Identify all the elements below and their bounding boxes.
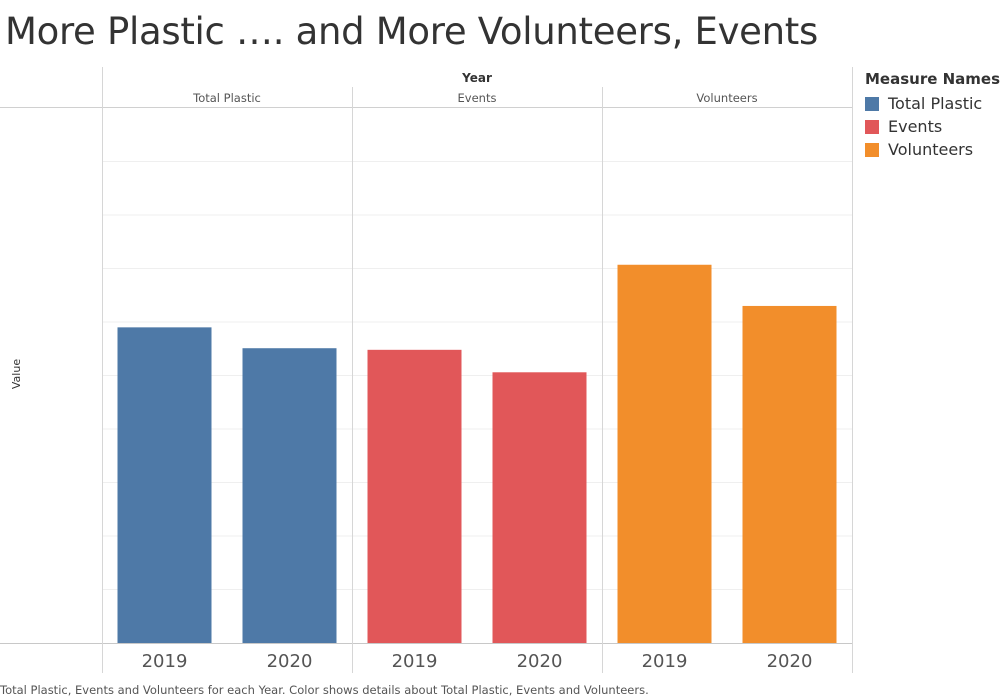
- column-header: Year: [461, 71, 492, 85]
- x-tick-label: 2020: [767, 651, 813, 672]
- chart-caption: Total Plastic, Events and Volunteers for…: [0, 683, 649, 697]
- panel-header: Volunteers: [696, 91, 757, 105]
- legend-swatch: [865, 119, 879, 134]
- bars: [117, 264, 837, 643]
- x-tick-label: 2019: [142, 651, 188, 672]
- bar: [367, 349, 462, 643]
- bar: [117, 327, 212, 643]
- bar: [742, 305, 837, 643]
- legend-item-label: Volunteers: [888, 140, 974, 159]
- legend-swatch: [865, 96, 879, 111]
- legend-swatch: [865, 142, 879, 157]
- panel-frame: [0, 67, 853, 673]
- gridlines: [102, 161, 852, 590]
- legend-title: Measure Names: [865, 70, 1001, 88]
- legend: Measure Names Total Plastic Events Volun…: [865, 70, 1000, 161]
- x-tick-label: 2019: [642, 651, 688, 672]
- legend-item-volunteers[interactable]: Volunteers: [865, 138, 1000, 161]
- panel-header: Events: [458, 91, 497, 105]
- legend-item-label: Events: [888, 117, 943, 136]
- x-tick-label: 2019: [392, 651, 438, 672]
- legend-item-label: Total Plastic: [888, 94, 983, 113]
- panel-header: Total Plastic: [192, 91, 261, 105]
- legend-item-events[interactable]: Events: [865, 115, 1000, 138]
- bar: [617, 264, 712, 643]
- axis-labels: Year Value Total Plastic 2019 2020 Events 20…: [10, 71, 812, 672]
- x-tick-label: 2020: [517, 651, 563, 672]
- y-axis-label: Value: [10, 359, 23, 389]
- bar: [242, 348, 337, 643]
- chart-title: More Plastic …. and More Volunteers, Eve…: [5, 10, 818, 53]
- x-tick-label: 2020: [267, 651, 313, 672]
- bar: [492, 372, 587, 643]
- legend-item-total-plastic[interactable]: Total Plastic: [865, 92, 1000, 115]
